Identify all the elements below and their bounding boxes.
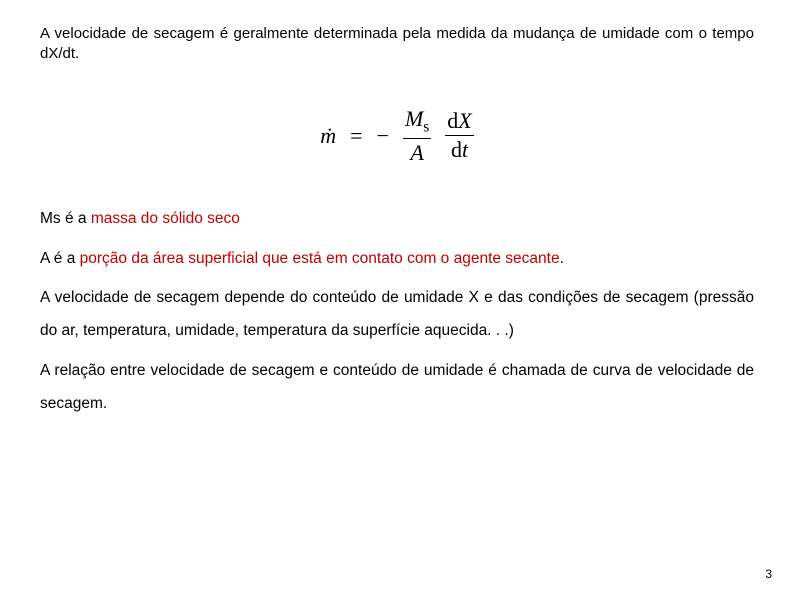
paragraph-curve: A relação entre velocidade de secagem e …: [40, 354, 754, 421]
a-suffix: .: [560, 250, 564, 267]
eq-minus: −: [377, 123, 389, 149]
eq-Ms-sub: s: [423, 118, 429, 135]
definition-ms: Ms é a massa do sólido seco: [40, 207, 754, 232]
eq-Ms-M: M: [405, 106, 423, 131]
paragraph-depends: A velocidade de secagem depende do conte…: [40, 281, 754, 348]
eq-frac-dx-dt: dX dt: [445, 109, 473, 162]
intro-paragraph: A velocidade de secagem é geralmente det…: [40, 24, 754, 65]
page-number: 3: [765, 567, 772, 581]
eq-dX-d: d: [447, 108, 458, 133]
eq-frac-ms-over-a: Ms A: [403, 107, 431, 166]
ms-prefix: Ms é a: [40, 210, 91, 227]
eq-equals: =: [350, 123, 362, 149]
eq-dt-d: d: [451, 137, 462, 162]
eq-dX-X: X: [458, 108, 471, 133]
a-prefix: A é a: [40, 250, 80, 267]
definition-a: A é a porção da área superficial que est…: [40, 242, 754, 275]
eq-dt-t: t: [462, 137, 468, 162]
eq-lhs: ṁ: [320, 123, 336, 149]
ms-emphasis: massa do sólido seco: [91, 210, 240, 227]
eq-A: A: [408, 139, 425, 165]
equation-block: ṁ = − Ms A dX dt: [40, 107, 754, 166]
a-emphasis: porção da área superficial que está em c…: [80, 250, 560, 267]
